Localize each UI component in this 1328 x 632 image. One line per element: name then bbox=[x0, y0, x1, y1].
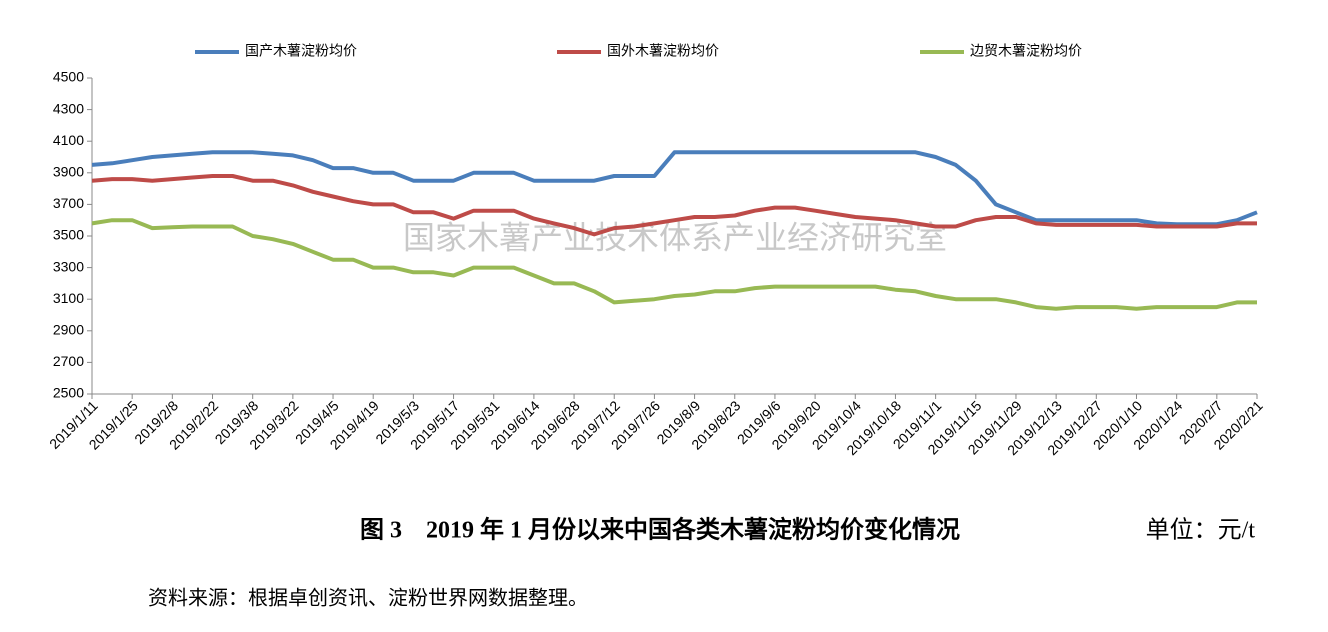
y-tick-label: 3500 bbox=[53, 227, 84, 243]
y-tick-label: 3700 bbox=[53, 195, 84, 211]
y-tick-label: 3300 bbox=[53, 258, 84, 274]
watermark: 国家木薯产业技术体系产业经济研究室 bbox=[403, 219, 947, 255]
y-tick-label: 3100 bbox=[53, 290, 84, 306]
y-tick-label: 2700 bbox=[53, 353, 84, 369]
y-tick-label: 2500 bbox=[53, 385, 84, 401]
y-tick-label: 4500 bbox=[53, 69, 84, 85]
source: 资料来源：根据卓创资讯、淀粉世界网数据整理。 bbox=[148, 587, 588, 610]
y-tick-label: 2900 bbox=[53, 322, 84, 338]
legend-label: 边贸木薯淀粉均价 bbox=[970, 43, 1082, 59]
legend-label: 国产木薯淀粉均价 bbox=[245, 43, 357, 59]
series-line bbox=[91, 150, 1258, 227]
series-line bbox=[91, 174, 1257, 237]
caption: 图 3 2019 年 1 月份以来中国各类木薯淀粉均价变化情况 bbox=[360, 516, 960, 544]
y-tick-label: 3900 bbox=[53, 164, 84, 180]
y-tick-label: 4100 bbox=[53, 132, 84, 148]
series-line bbox=[91, 218, 1257, 311]
unit: 单位：元/t bbox=[1146, 517, 1256, 544]
legend-label: 国外木薯淀粉均价 bbox=[607, 43, 719, 59]
y-tick-label: 4300 bbox=[53, 100, 84, 116]
